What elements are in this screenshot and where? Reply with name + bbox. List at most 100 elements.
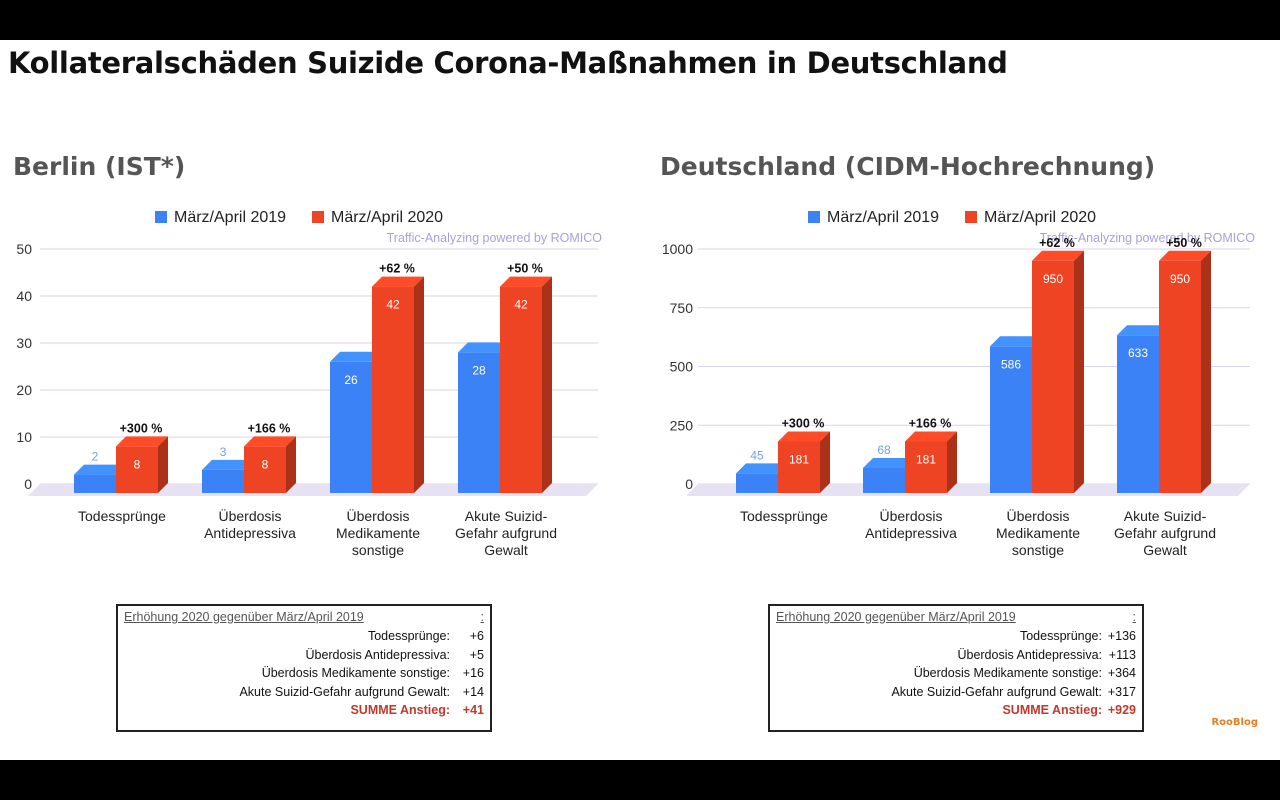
chart-title-berlin: Berlin (IST*) [13,152,186,181]
legend-label-2020: März/April 2020 [984,209,1096,226]
bar-2020 [500,286,542,493]
info-row-value: +317 [1107,684,1136,699]
x-category-label: Akute Suizid- [465,508,548,524]
value-label-2019: 45 [750,448,764,462]
chart-title-deutschland: Deutschland (CIDM-Hochrechnung) [660,152,1156,181]
info-row-label: Überdosis Medikamente sonstige: [913,666,1102,681]
x-category-label: Medikamente [996,525,1080,541]
y-tick-label: 40 [16,288,32,304]
bar-2019 [74,474,116,493]
slide: Kollateralschäden Suizide Corona-Maßnahm… [0,40,1280,760]
value-label-2020: 950 [1170,272,1190,286]
x-category-label: Medikamente [336,525,420,541]
x-category-label: Gewalt [1143,542,1187,558]
sum-label: SUMME Anstieg: [1002,703,1102,718]
y-tick-label: 50 [16,241,32,257]
legend-swatch-2020 [312,211,324,223]
info-row: Akute Suizid-Gefahr aufgrund Gewalt: +14 [124,683,484,702]
bar-2019-top [736,463,788,474]
value-label-2019: 68 [877,443,891,457]
x-category-label: Gefahr aufgrund [455,525,557,541]
info-box-header-text: Erhöhung 2020 gegenüber März/April 2019 [124,610,364,624]
y-tick-label: 500 [670,359,694,375]
page-title: Kollateralschäden Suizide Corona-Maßnahm… [8,46,1008,80]
bar-2020-side [414,276,424,493]
y-tick-label: 20 [16,382,32,398]
x-category-label: Antidepressiva [204,525,296,541]
y-tick-label: 10 [16,429,32,445]
value-label-2019: 2 [92,450,99,464]
chart-watermark: Traffic-Analyzing powered by ROMICO [1040,231,1256,245]
x-category-label: Akute Suizid- [1124,508,1207,524]
change-label: +50 % [1166,236,1202,250]
bar-2020-top [905,431,957,442]
info-row-value: +6 [469,629,484,644]
change-label: +300 % [782,416,825,430]
bar-2020 [116,446,158,493]
change-label: +62 % [1039,236,1075,250]
legend-label-2019: März/April 2019 [827,209,939,226]
bar-2020-top [244,436,296,447]
x-category-label: Überdosis [879,507,942,524]
info-row-label: Überdosis Medikamente sonstige: [261,666,450,681]
y-tick-label: 1000 [662,241,693,257]
legend-label-2019: März/April 2019 [174,209,286,226]
value-label-2020: 181 [789,452,809,466]
info-row: Todessprünge: +136 [776,627,1136,646]
bar-2019-top [330,351,382,362]
chart-floor [686,484,1250,496]
x-category-label: Überdosis [218,507,281,524]
change-label: +300 % [120,421,163,435]
value-label-2020: 950 [1043,272,1063,286]
info-row-value: +14 [462,684,484,699]
y-tick-label: 750 [670,300,694,316]
y-tick-label: 30 [16,335,32,351]
info-row-value: +5 [469,647,484,662]
change-label: +166 % [248,421,291,435]
bar-2020-top [1032,250,1084,261]
x-category-label: Antidepressiva [865,525,957,541]
bar-2020 [778,441,820,493]
chart-floor [28,484,598,496]
value-label-2019: 3 [220,445,227,459]
legend-swatch-2019 [808,211,820,223]
info-row-sum: SUMME Anstieg: +929 [776,701,1136,720]
info-row-label: Überdosis Antidepressiva: [957,647,1102,662]
x-category-label: Überdosis [1006,507,1069,524]
sum-value: +929 [1107,703,1136,718]
change-label: +62 % [379,262,415,276]
value-label-2020: 42 [386,298,400,312]
sum-value: +41 [462,703,484,718]
bar-2020-top [116,436,168,447]
value-label-2020: 181 [916,452,936,466]
info-row-value: +364 [1107,666,1136,681]
bar-2020-top [500,276,552,287]
bar-2020-side [158,436,168,493]
value-label-2020: 8 [262,457,269,471]
info-box-header: Erhöhung 2020 gegenüber März/April 2019 … [124,610,484,627]
bar-2020 [1159,260,1201,493]
change-label: +50 % [507,262,543,276]
value-label-2019: 633 [1128,346,1148,360]
bar-2020-top [1159,250,1211,261]
bar-2020-side [1074,250,1084,493]
info-row: Todessprünge: +6 [124,627,484,646]
bar-2020-side [286,436,296,493]
info-row-label: Akute Suizid-Gefahr aufgrund Gewalt: [891,684,1102,699]
legend-swatch-2019 [155,211,167,223]
y-tick-label: 0 [685,476,693,492]
info-row: Akute Suizid-Gefahr aufgrund Gewalt: +317 [776,683,1136,702]
bar-2019 [330,361,372,493]
legend-swatch-2020 [965,211,977,223]
x-category-label: sonstige [352,542,404,558]
bar-2019 [202,469,244,493]
info-box-berlin: Erhöhung 2020 gegenüber März/April 2019 … [116,604,492,732]
bar-2019 [990,346,1032,493]
bar-2020-side [820,431,830,493]
change-label: +166 % [909,416,952,430]
bar-2020-top [372,276,424,287]
bar-2020 [905,441,947,493]
info-box-header: Erhöhung 2020 gegenüber März/April 2019 … [776,610,1136,627]
x-category-label: Gewalt [484,542,528,558]
info-row: Überdosis Medikamente sonstige: +16 [124,664,484,683]
